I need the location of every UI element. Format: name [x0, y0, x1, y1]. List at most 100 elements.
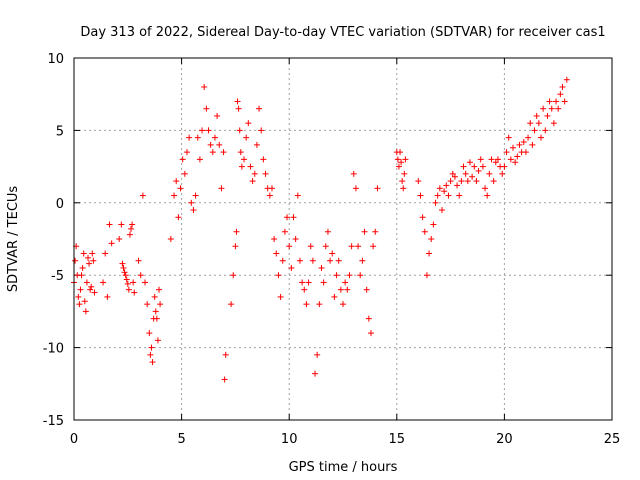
data-point: [355, 243, 362, 250]
chart-title: Day 313 of 2022, Sidereal Day-to-day VTE…: [80, 25, 605, 40]
y-tick-label: -10: [43, 342, 64, 357]
data-point: [199, 127, 206, 134]
data-point: [230, 272, 237, 279]
data-point: [179, 156, 186, 163]
data-point: [361, 228, 368, 235]
data-point: [324, 228, 331, 235]
data-point: [557, 91, 564, 98]
data-point: [488, 156, 495, 163]
data-point: [253, 141, 260, 148]
data-point: [426, 250, 433, 257]
data-point: [249, 178, 256, 185]
data-point: [124, 280, 131, 287]
data-point: [466, 159, 473, 166]
data-point: [279, 257, 286, 264]
data-point: [365, 315, 372, 322]
data-point: [484, 192, 491, 199]
data-point: [116, 236, 123, 242]
y-tick-label: 0: [56, 197, 64, 212]
data-point: [119, 260, 126, 267]
data-point: [194, 134, 201, 141]
data-point: [501, 163, 508, 170]
data-point: [228, 301, 235, 308]
data-point: [456, 192, 463, 199]
data-point: [108, 240, 115, 247]
data-point: [146, 330, 153, 337]
data-point: [209, 149, 216, 156]
data-point: [91, 289, 98, 296]
data-point: [120, 264, 127, 271]
data-point: [507, 156, 514, 163]
data-point: [153, 315, 160, 322]
data-point: [129, 221, 136, 228]
data-point: [290, 214, 297, 221]
data-point: [154, 337, 161, 344]
data-point: [447, 178, 454, 185]
data-point: [529, 141, 536, 148]
data-point: [183, 149, 190, 156]
data-point: [359, 257, 366, 264]
data-point: [503, 149, 510, 156]
data-point: [550, 120, 557, 127]
data-point: [273, 250, 280, 257]
data-point: [533, 112, 540, 119]
data-point: [490, 178, 497, 185]
data-point: [505, 134, 512, 141]
data-point: [156, 286, 163, 293]
data-point: [397, 149, 404, 156]
data-point: [238, 163, 245, 170]
data-point: [460, 163, 467, 170]
data-point: [84, 254, 91, 261]
data-point: [262, 170, 269, 177]
data-point: [348, 243, 355, 250]
data-point: [211, 134, 218, 141]
y-tick-label: 5: [56, 124, 64, 139]
data-point: [432, 199, 439, 206]
data-point: [542, 127, 549, 134]
data-point: [102, 250, 109, 257]
data-point: [75, 293, 82, 300]
data-point: [544, 112, 551, 119]
data-point: [131, 289, 138, 296]
data-point: [232, 243, 239, 250]
data-point: [553, 98, 560, 105]
data-point: [428, 236, 435, 242]
data-point: [327, 257, 334, 264]
data-point: [220, 149, 227, 156]
data-point: [471, 163, 478, 170]
y-tick-label: -5: [51, 269, 64, 284]
data-point: [316, 301, 323, 308]
data-point: [151, 293, 158, 300]
data-point: [147, 351, 154, 358]
data-point: [222, 351, 229, 358]
data-point: [89, 250, 96, 257]
data-point: [72, 257, 79, 264]
data-point: [510, 144, 517, 151]
data-point: [81, 298, 88, 305]
data-point: [256, 105, 263, 112]
x-tick-label: 5: [177, 432, 185, 447]
data-point: [464, 178, 471, 185]
data-point: [443, 182, 450, 189]
data-point: [337, 286, 344, 293]
data-point: [305, 279, 312, 286]
data-point: [561, 98, 568, 105]
data-point: [520, 138, 527, 145]
data-points: [71, 76, 570, 383]
data-point: [512, 159, 519, 166]
data-point: [548, 105, 555, 112]
data-point: [434, 192, 441, 199]
data-point: [372, 228, 379, 235]
data-point: [400, 185, 407, 192]
data-point: [201, 83, 208, 90]
data-point: [236, 127, 243, 134]
data-point: [137, 272, 144, 279]
data-point: [123, 276, 130, 283]
plot-frame: [73, 57, 613, 421]
data-point: [203, 105, 210, 112]
data-point: [329, 250, 336, 257]
data-point: [462, 170, 469, 177]
data-point: [100, 279, 107, 286]
data-point: [454, 182, 461, 189]
data-point: [395, 163, 402, 170]
